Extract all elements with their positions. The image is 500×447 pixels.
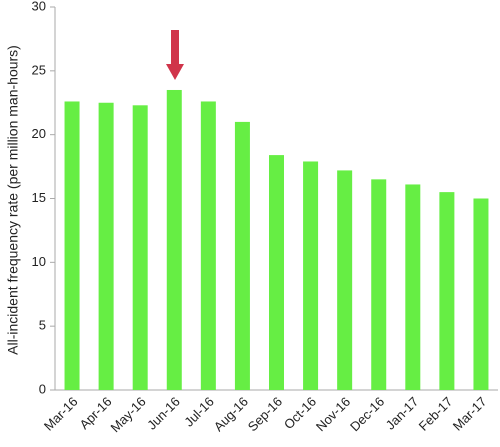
x-tick-label: Mar-17 <box>450 394 490 434</box>
y-tick-label: 25 <box>32 62 46 77</box>
bar <box>439 192 455 390</box>
x-tick-label: Feb-17 <box>416 394 456 434</box>
y-tick-label: 5 <box>39 318 46 333</box>
x-tick-label: Jun-16 <box>144 394 183 433</box>
y-tick-label: 15 <box>32 190 46 205</box>
y-axis-label: All-incident frequency rate (per million… <box>5 45 21 355</box>
x-tick-label: Sep-16 <box>245 394 285 434</box>
y-tick-label: 20 <box>32 126 46 141</box>
bar <box>473 198 489 390</box>
bar <box>166 89 182 390</box>
bar <box>200 101 216 391</box>
x-tick-label: May-16 <box>107 394 148 435</box>
bar <box>132 105 148 390</box>
x-tick-label: Aug-16 <box>211 394 251 434</box>
bar <box>234 121 250 391</box>
y-tick-label: 0 <box>39 381 46 396</box>
bar <box>98 102 114 390</box>
annotation-arrow <box>166 30 184 80</box>
bar <box>269 155 284 390</box>
x-tick-label: Nov-16 <box>313 394 353 434</box>
arrow-shaft <box>171 30 179 66</box>
bar <box>371 179 387 390</box>
bar <box>64 101 80 391</box>
x-tick-label: Mar-16 <box>41 394 81 434</box>
arrow-head <box>166 64 184 80</box>
bar <box>303 161 319 390</box>
y-tick-label: 30 <box>32 0 46 13</box>
y-tick-label: 10 <box>32 254 46 269</box>
x-tick-label: Jan-17 <box>383 394 422 433</box>
bar <box>405 184 421 390</box>
bar <box>337 170 353 390</box>
x-tick-label: Oct-16 <box>281 394 319 432</box>
x-tick-label: Dec-16 <box>347 394 387 434</box>
